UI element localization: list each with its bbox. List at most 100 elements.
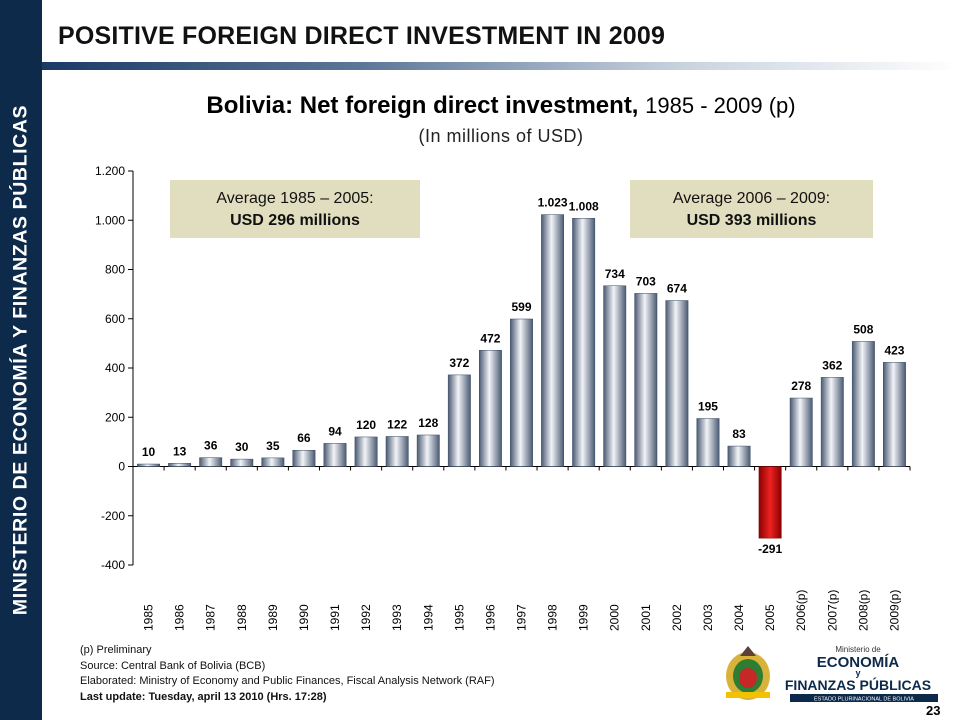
bar-1996 (478, 350, 502, 467)
average-1985-2005-box: Average 1985 – 2005: USD 296 millions (170, 180, 420, 238)
value-label: 423 (884, 343, 904, 357)
x-tick-label: 1998 (546, 604, 560, 631)
bar-2003 (696, 418, 720, 467)
sidebar: MINISTERIO DE ECONOMÍA Y FINANZAS PÚBLIC… (0, 0, 42, 720)
value-label: 30 (235, 440, 249, 454)
x-tick-label: 2004 (732, 604, 746, 631)
value-label: 372 (449, 356, 469, 370)
x-tick-label: 2000 (608, 604, 622, 631)
bar-1994 (416, 434, 440, 467)
value-label: 120 (356, 418, 376, 432)
bar-1999 (572, 218, 596, 467)
chart-bars (137, 214, 906, 539)
header-divider (42, 62, 960, 70)
page-title: POSITIVE FOREIGN DIRECT INVESTMENT IN 20… (58, 22, 666, 50)
x-tick-label: 2009(p) (887, 590, 901, 631)
footnote-last-update: Last update: Tuesday, april 13 2010 (Hrs… (80, 690, 327, 703)
logo-line5: ESTADO PLURINACIONAL DE BOLIVIA (814, 697, 914, 703)
value-label: 674 (667, 282, 687, 296)
x-tick-label: 1991 (328, 604, 342, 631)
bar-1990 (292, 449, 316, 467)
bar-2002 (665, 300, 689, 467)
bar-2001 (634, 293, 658, 467)
value-label: 472 (480, 331, 500, 345)
value-label: 128 (418, 416, 438, 430)
bar-1991 (323, 443, 347, 467)
value-label: -291 (758, 542, 782, 556)
bar-2008(p) (851, 341, 875, 467)
bar-1987 (199, 457, 223, 467)
y-tick-label: 1.000 (95, 213, 125, 227)
bar-1995 (447, 374, 471, 467)
bar-1998 (541, 214, 565, 467)
chart-footnotes: (p) Preliminary Source: Central Bank of … (80, 643, 495, 705)
logo-banner (790, 694, 938, 702)
y-tick-label: -400 (101, 558, 125, 572)
value-label: 66 (297, 431, 311, 445)
ministry-logo: Ministerio de ECONOMÍA y FINANZAS PÚBLIC… (726, 645, 938, 703)
bar-2004 (727, 445, 751, 467)
footnote-preliminary: (p) Preliminary (80, 644, 152, 656)
bar-1997 (510, 318, 533, 467)
x-tick-label: 1997 (515, 604, 529, 631)
bar-2006(p) (789, 397, 813, 467)
value-label: 83 (732, 427, 746, 441)
value-label: 703 (636, 274, 656, 288)
footnote-elaborated: Elaborated: Ministry of Economy and Publ… (80, 675, 495, 687)
value-label: 278 (791, 379, 811, 393)
value-label: 35 (266, 439, 280, 453)
x-tick-label: 1992 (359, 604, 373, 631)
value-label: 362 (822, 358, 842, 372)
x-tick-label: 1986 (173, 604, 187, 631)
value-label: 36 (204, 439, 218, 453)
average-1985-2005-label: Average 1985 – 2005: (216, 190, 374, 207)
x-tick-label: 2003 (701, 604, 715, 631)
bar-1993 (385, 436, 409, 467)
y-tick-label: 600 (105, 312, 125, 326)
x-tick-label: 1999 (577, 604, 591, 631)
bar-2005 (758, 466, 782, 539)
value-label: 195 (698, 399, 718, 413)
chart-subtitle: (In millions of USD) (418, 126, 584, 146)
chart-labels: 10 1985 13 1986 36 1987 30 1988 35 1989 66 1990 94 19… (142, 196, 905, 631)
logo-line4: FINANZAS PÚBLICAS (785, 676, 931, 693)
value-label: 508 (853, 322, 873, 336)
y-tick-label: -200 (101, 509, 125, 523)
logo-line2: ECONOMÍA (817, 654, 900, 671)
x-tick-label: 2005 (763, 604, 777, 631)
bar-1985 (137, 463, 160, 467)
x-tick-label: 1993 (390, 604, 404, 631)
page-number: 23 (926, 703, 941, 718)
bar-1992 (354, 436, 378, 467)
value-label: 734 (605, 267, 625, 281)
bar-2000 (603, 285, 627, 467)
value-label: 599 (511, 300, 531, 314)
bar-1988 (230, 458, 254, 467)
average-2006-2009-label: Average 2006 – 2009: (672, 190, 831, 207)
x-tick-label: 1987 (204, 604, 218, 631)
value-label: 13 (173, 444, 187, 458)
value-label: 1.008 (569, 199, 599, 213)
logo-line1: Ministerio de (835, 645, 881, 654)
y-tick-label: 800 (105, 263, 125, 277)
footnote-source: Source: Central Bank of Bolivia (BCB) (80, 659, 266, 672)
x-tick-label: 1988 (235, 604, 249, 631)
x-tick-label: 1994 (421, 604, 435, 631)
chart-title-range: 1985 - 2009 (p) (645, 93, 796, 118)
x-tick-label: 1996 (483, 604, 497, 631)
coat-of-arms-icon (726, 646, 770, 700)
value-label: 122 (387, 417, 407, 431)
y-tick-label: 200 (105, 410, 125, 424)
value-label: 10 (142, 445, 156, 459)
chart-title-main: Bolivia: Net foreign direct investment, (206, 92, 639, 119)
average-2006-2009-box: Average 2006 – 2009: USD 393 millions (630, 180, 873, 238)
chart-title: Bolivia: Net foreign direct investment, … (42, 92, 960, 120)
logo-line3: y (855, 668, 860, 678)
bar-2007(p) (820, 377, 844, 467)
value-label: 1.023 (538, 196, 568, 210)
x-tick-label: 1990 (297, 604, 311, 631)
y-tick-label: 0 (118, 460, 125, 474)
y-tick-label: 400 (105, 361, 125, 375)
x-tick-label: 2002 (670, 604, 684, 631)
average-2006-2009-value: USD 393 millions (686, 212, 817, 229)
